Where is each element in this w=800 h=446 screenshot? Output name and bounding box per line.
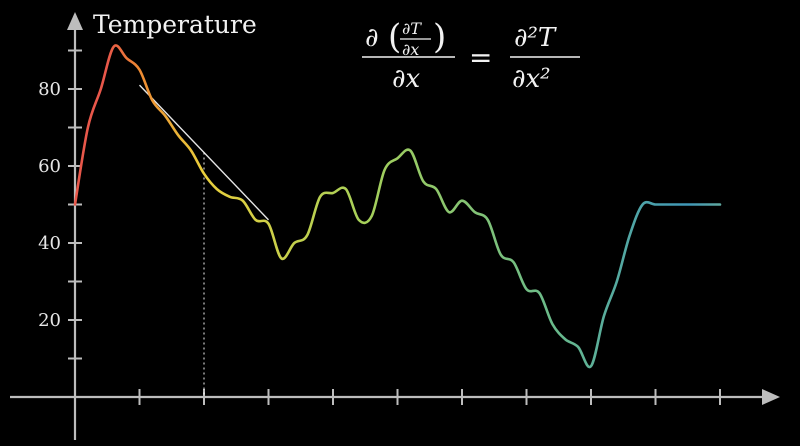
y-axis-arrowhead: [67, 12, 83, 30]
y-ticks: [68, 49, 82, 360]
x-axis-arrowhead: [762, 389, 780, 405]
eq-outer-partial: ∂: [365, 23, 378, 53]
eq-right-paren: ): [433, 17, 446, 57]
x-ticks: [138, 389, 721, 405]
eq-inner-numerator: ∂T: [402, 19, 422, 38]
y-tick-label: 80: [38, 79, 61, 100]
y-tick-labels: 20 40 60 80: [38, 79, 61, 331]
eq-right-denominator: ∂x²: [512, 64, 551, 94]
tangent-line: [138, 84, 270, 221]
eq-right-numerator: ∂²T: [514, 23, 557, 53]
y-tick-label: 40: [38, 233, 61, 254]
y-tick-label: 60: [38, 156, 61, 177]
y-axis-title: Temperature: [93, 10, 257, 39]
temperature-curve: [73, 44, 722, 369]
eq-equals: =: [469, 41, 492, 74]
eq-left-paren: (: [388, 17, 401, 57]
y-tick-label: 20: [38, 310, 61, 331]
eq-inner-denominator: ∂x: [402, 40, 419, 59]
axes: [10, 12, 780, 440]
eq-left-denominator: ∂x: [392, 64, 420, 94]
heat-equation: ∂ ( ∂T ∂x ) ∂x = ∂²T ∂x²: [362, 17, 580, 94]
